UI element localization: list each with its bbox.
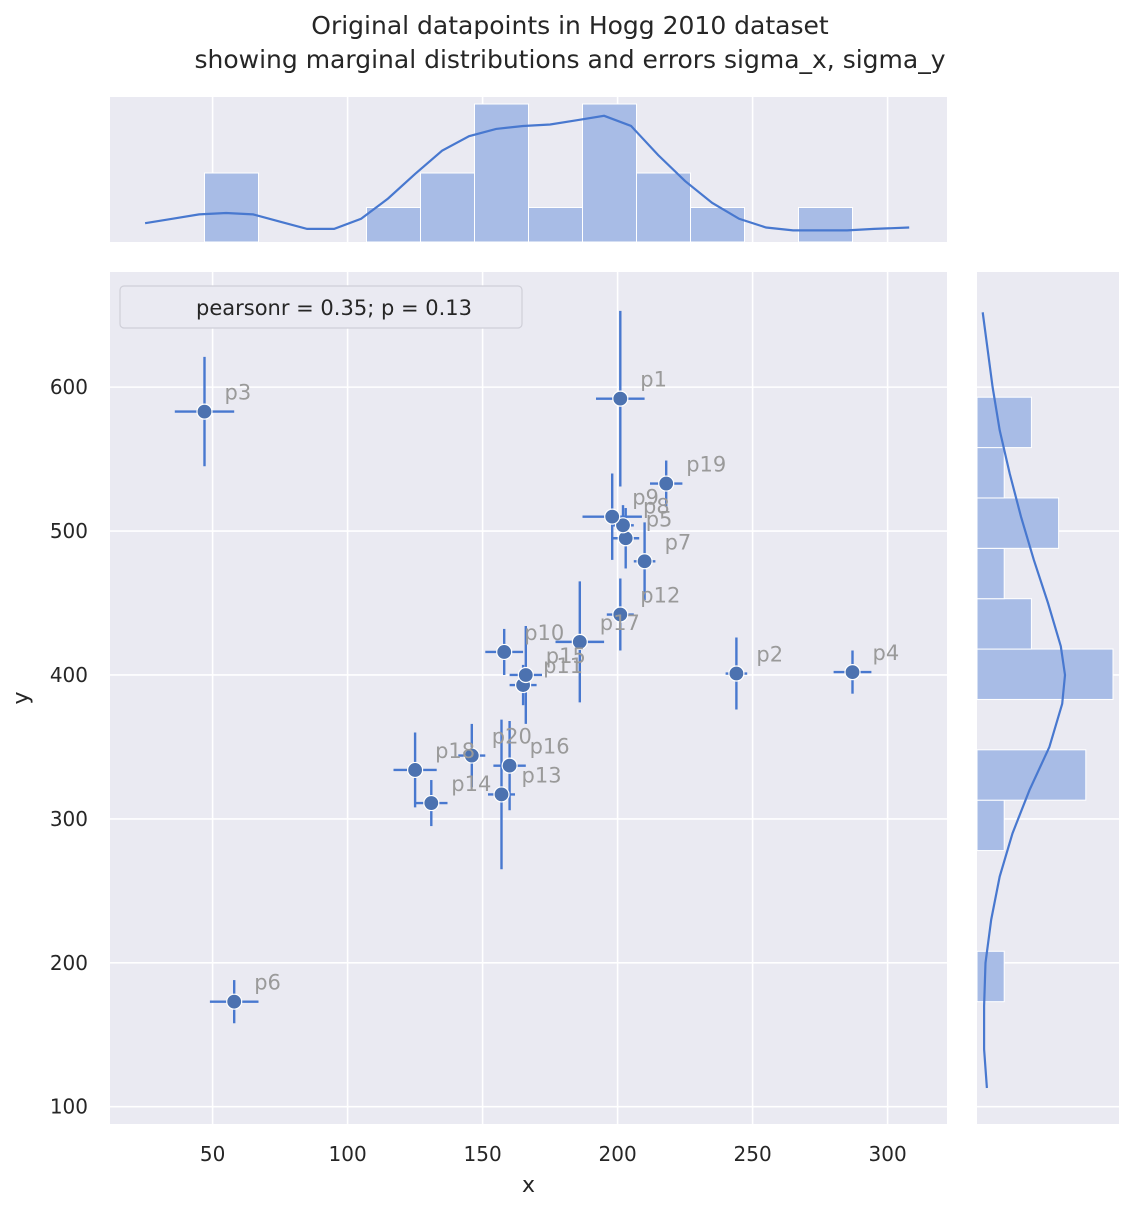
point-label: p11 [543,654,583,678]
data-point [604,508,621,525]
legend-box [119,285,523,329]
point-label: p10 [524,621,564,645]
point-label: p6 [254,971,281,995]
x-tick-label: 300 [869,1142,907,1166]
x-tick-label: 100 [329,1142,367,1166]
point-label: p15 [546,644,586,668]
x-histogram-bar [420,172,475,243]
point-label: p12 [640,584,680,608]
y-marginal-histogram [976,396,1114,1003]
y-tick-label: 500 [50,519,88,543]
point-label: p4 [873,641,900,665]
point-label: p18 [435,739,475,763]
point-label: p16 [530,735,570,759]
main-plot-background [110,272,947,1124]
data-point [423,794,440,812]
point-label: p5 [646,507,673,531]
data-point [571,633,588,650]
data-point [501,757,518,774]
point-label: p13 [522,763,562,787]
y-histogram-bar [976,396,1032,449]
legend: pearsonr = 0.35; p = 0.13 [119,285,523,329]
data-point [407,761,424,779]
point-labels: p1p2p3p4p5p6p7p8p9p10p11p12p13p14p15p16p… [225,368,900,995]
data-point [226,993,243,1010]
x-histogram-bar [366,207,421,243]
point-label: p2 [756,643,783,667]
chart-title: Original datapoints in Hogg 2010 dataset [311,11,829,40]
point-label: p1 [640,368,667,392]
point-label: p19 [686,453,726,477]
x-tick-label: 150 [464,1142,502,1166]
y-tick-label: 400 [50,663,88,687]
data-point [614,517,632,534]
scatter-points [196,390,861,1010]
main-panel: 50 100 150 200 250 300 100 200 300 400 500 600 p1 p… [9,272,947,1198]
x-histogram-bar [690,207,745,243]
data-point [636,553,653,570]
x-histogram-bar [528,207,583,243]
x-axis-label: x [522,1173,535,1198]
point-label: p17 [600,611,640,635]
y-axis-label: y [9,691,34,704]
y-tick-label: 200 [50,951,88,975]
y-histogram-bar [976,598,1032,650]
data-point [196,403,213,420]
x-tick-label: 200 [599,1142,637,1166]
x-marginal-histogram [204,103,853,243]
y-marginal-kde [981,312,1067,1089]
y-histogram-bar [976,749,1087,801]
data-point [658,475,675,492]
y-tick-labels: 100 200 300 400 500 600 [50,375,88,1119]
main-grid [110,272,947,1124]
point-label: p8 [643,494,670,518]
x-marginal-panel [110,97,947,243]
x-histogram-bar [636,172,691,243]
x-tick-label: 50 [200,1142,225,1166]
x-histogram-bar [798,207,853,243]
data-point [612,390,629,407]
data-point [496,643,513,661]
data-point [493,786,510,803]
point-label: p3 [225,381,252,405]
data-point [463,747,480,764]
data-point [612,606,629,623]
y-tick-label: 600 [50,375,88,399]
x-tick-label: 250 [734,1142,772,1166]
x-histogram-bar [474,103,529,243]
y-histogram-bar [976,547,1005,600]
x-tick-labels: 50 100 150 200 250 300 [200,1142,907,1166]
y-marginal-panel [976,272,1119,1124]
y-tick-label: 100 [50,1095,88,1119]
x-histogram-bar [582,103,637,243]
data-point [517,666,534,684]
data-point [844,663,861,681]
data-point [617,530,634,547]
point-label: p9 [632,486,659,510]
y-histogram-bar [976,950,1005,1003]
y-histogram-bar [976,799,1005,852]
data-point [728,665,745,682]
x-histogram-bar [204,172,259,243]
y-tick-label: 300 [50,807,88,831]
point-label: p20 [492,725,532,749]
x-marginal-kde [144,114,910,232]
point-label: p14 [451,772,491,796]
point-label: p7 [665,530,692,554]
y-histogram-bar [976,648,1114,700]
chart-subtitle: showing marginal distributions and error… [194,45,945,74]
legend-text: pearsonr = 0.35; p = 0.13 [196,296,472,320]
y-histogram-bar [976,447,1005,499]
